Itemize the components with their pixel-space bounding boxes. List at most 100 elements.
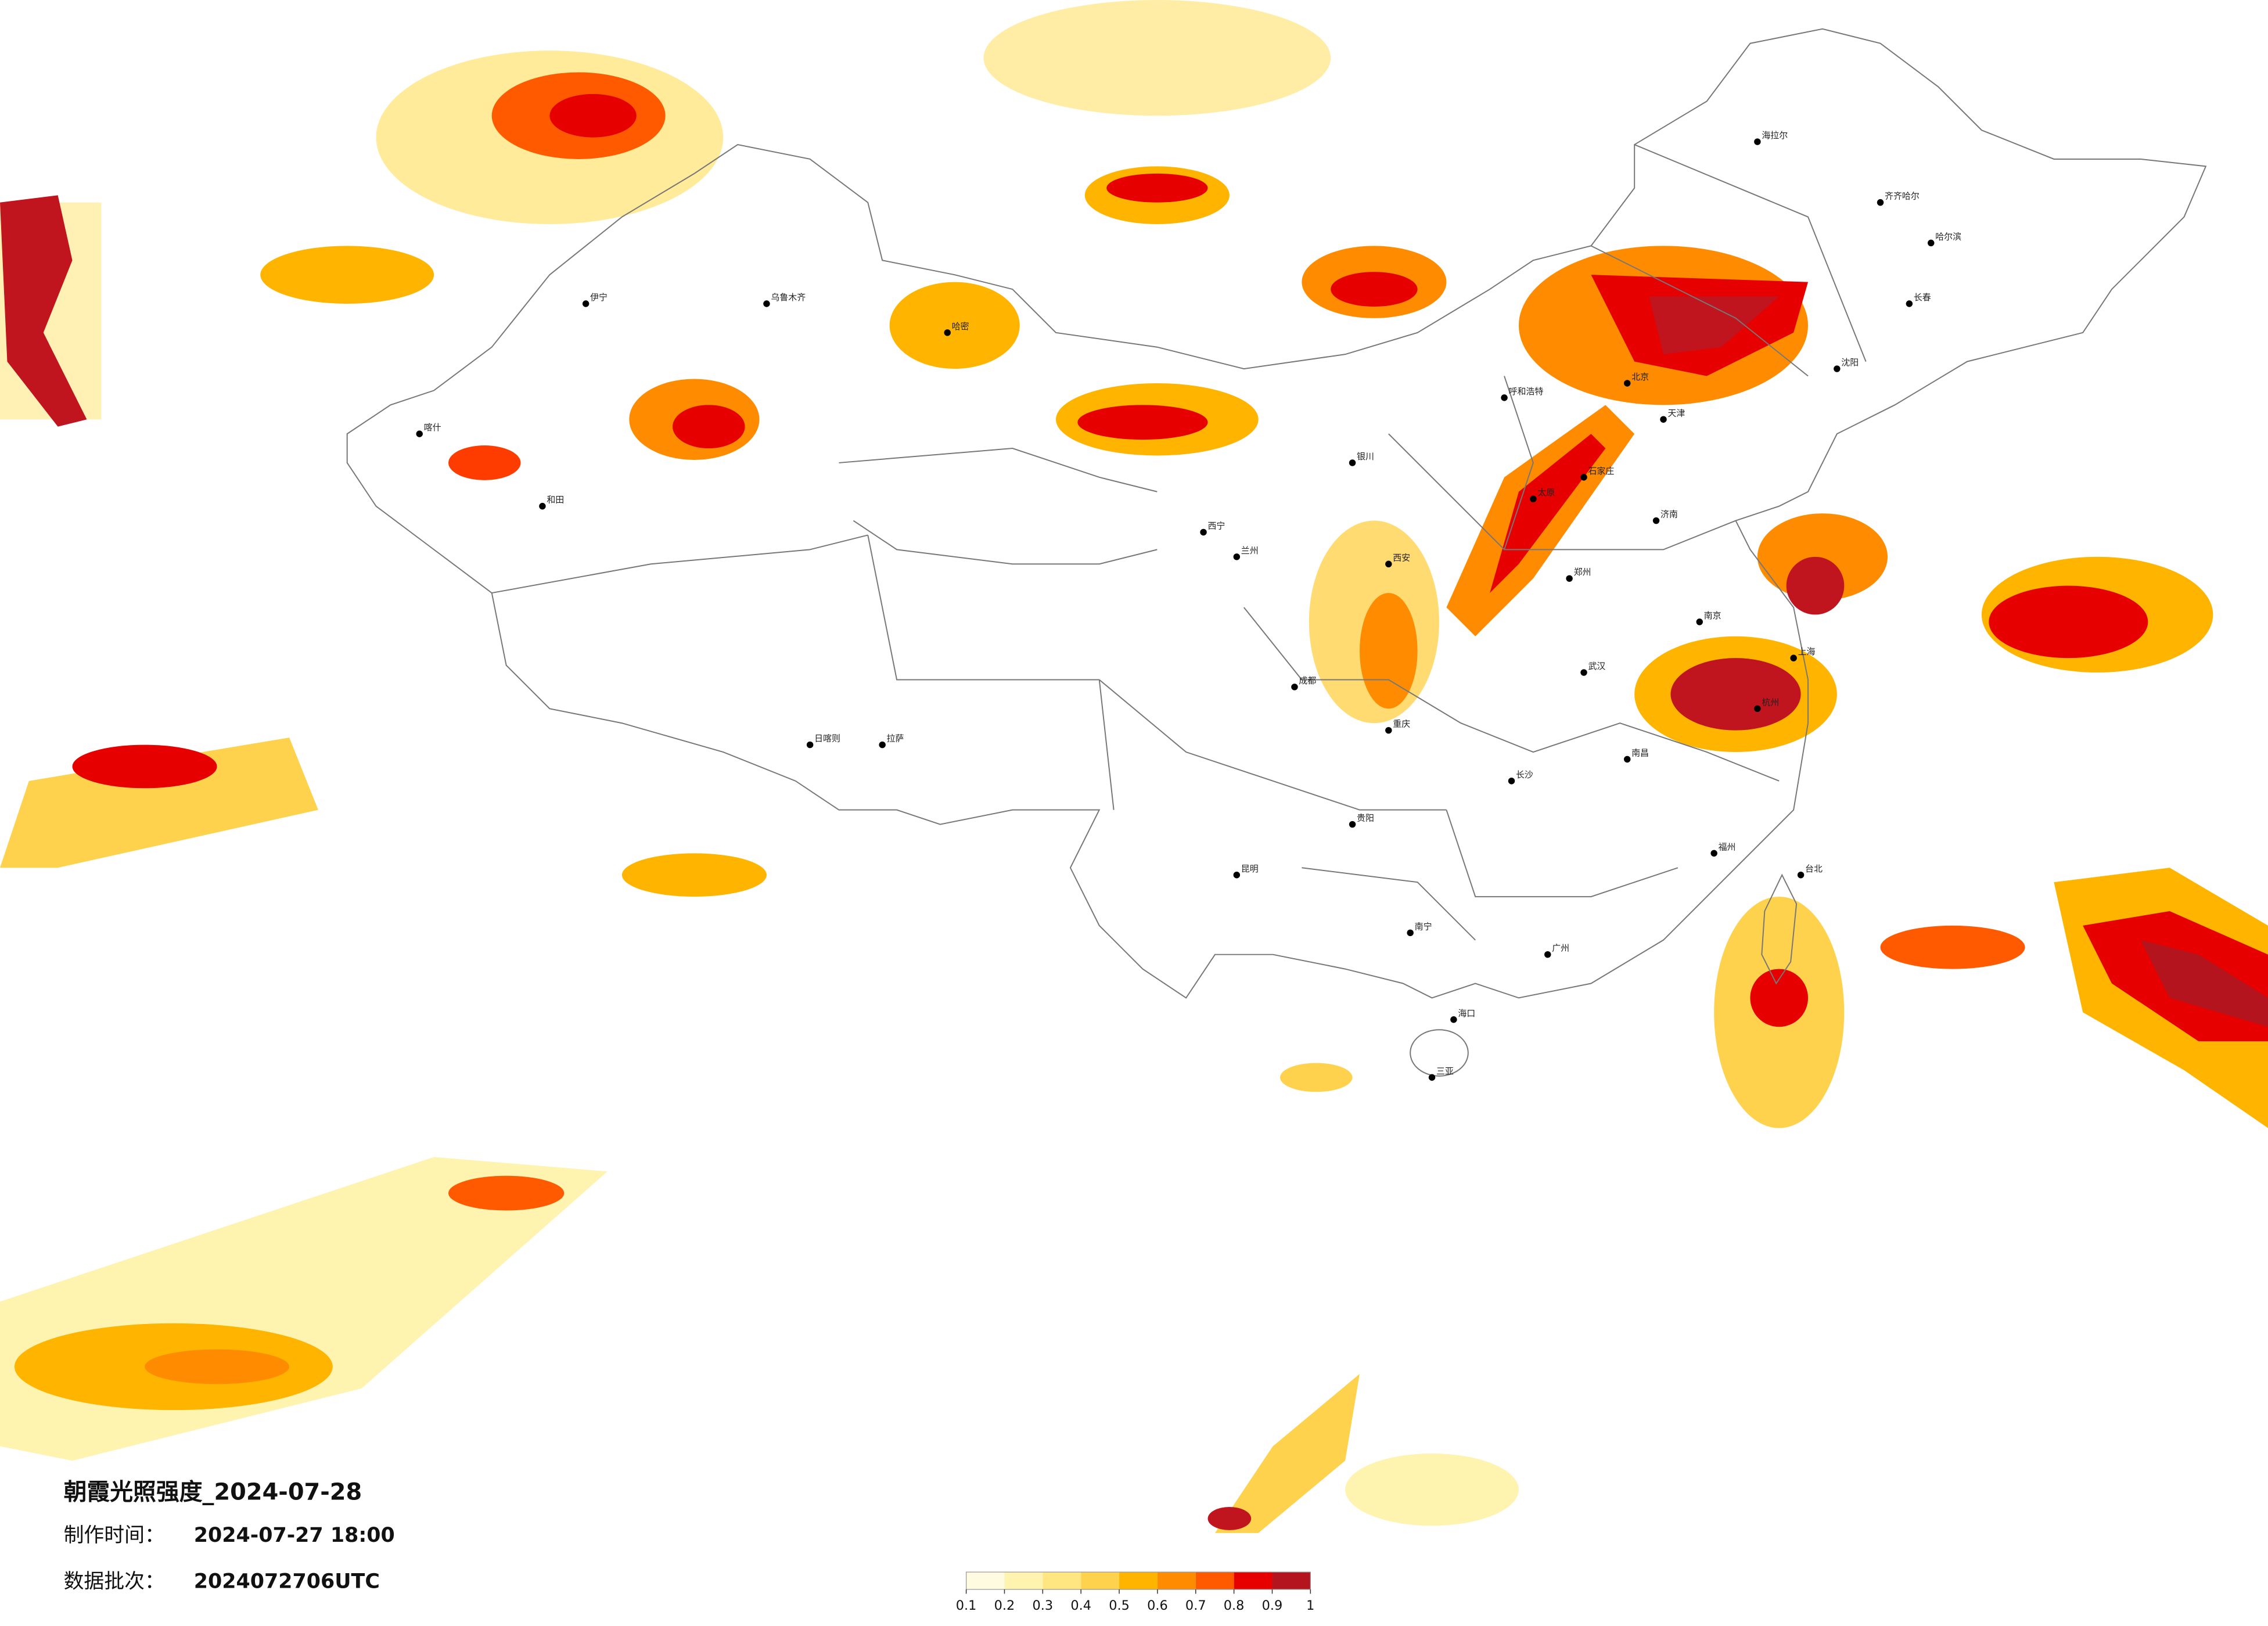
city-dot: [582, 300, 590, 307]
colorbar-tick-label: 0.1: [956, 1598, 977, 1613]
colorbar-swatch: [1043, 1572, 1081, 1589]
field-patch: [1490, 434, 1606, 593]
city-dot: [1508, 778, 1515, 785]
city-label: 石家庄: [1588, 466, 1614, 476]
city-label: 台北: [1805, 864, 1823, 874]
city-label: 沈阳: [1841, 357, 1859, 368]
colorbar-tick-label: 0.7: [1185, 1598, 1206, 1613]
colorbar-tick-label: 0.3: [1033, 1598, 1054, 1613]
colorbar-tick-label: 0.9: [1262, 1598, 1283, 1613]
colorbar-swatch: [1157, 1572, 1196, 1589]
city-dot: [1624, 380, 1631, 387]
field-patch: [983, 0, 1331, 116]
colorbar-tick-label: 0.2: [994, 1598, 1015, 1613]
city-dot: [1349, 459, 1356, 466]
city-dot: [1450, 1016, 1457, 1023]
field-patch: [448, 1175, 565, 1211]
colorbar-swatch: [1119, 1572, 1158, 1589]
city-dot: [1233, 871, 1241, 879]
city-label: 哈密: [952, 321, 969, 332]
batch-label: 数据批次：: [64, 1570, 165, 1593]
city-dot: [1928, 239, 1935, 247]
colorbar-swatch: [1234, 1572, 1273, 1589]
colorbar-frame: [965, 1571, 1311, 1590]
city-label: 海拉尔: [1762, 130, 1788, 141]
city-dot: [1834, 365, 1841, 372]
field-patch: [889, 282, 1020, 369]
field-patch: [0, 738, 318, 868]
intensity-field: [0, 0, 2268, 1533]
city-label: 西宁: [1208, 521, 1225, 531]
city-label: 兰州: [1241, 545, 1259, 556]
city-label: 海口: [1458, 1008, 1475, 1019]
city-label: 福州: [1719, 841, 1736, 852]
city-dot: [1349, 821, 1356, 828]
city-label: 银川: [1357, 451, 1374, 462]
colorbar-tick-label: 1: [1306, 1598, 1314, 1613]
field-patch: [1345, 1453, 1519, 1526]
city-label: 和田: [547, 495, 564, 505]
boundaries: [346, 28, 2207, 1077]
city-dot: [1200, 528, 1207, 536]
city-dot: [1877, 199, 1884, 206]
field-patch: [1649, 296, 1780, 355]
city-dot: [806, 741, 814, 749]
colorbar-swatch: [1081, 1572, 1120, 1589]
field-patch: [0, 195, 87, 427]
city-label: 南昌: [1631, 748, 1649, 758]
colorbar-tick-label: 0.6: [1147, 1598, 1168, 1613]
city-label: 南京: [1704, 610, 1721, 621]
made-time-value: 2024-07-27 18:00: [194, 1524, 395, 1547]
city-dot: [1797, 871, 1805, 879]
city-dot: [1790, 654, 1797, 661]
field-patch: [1106, 173, 1208, 203]
field-patch: [673, 405, 745, 449]
city-dot: [1696, 618, 1703, 625]
field-patch: [145, 1349, 290, 1384]
city-label: 伊宁: [590, 292, 608, 303]
taiwan-outline: [1761, 873, 1798, 985]
city-label: 杭州: [1762, 697, 1779, 707]
hainan-outline: [1410, 1029, 1469, 1077]
city-dot: [1580, 669, 1587, 676]
city-dot: [1501, 394, 1508, 401]
city-dot: [1754, 138, 1761, 145]
city-dot: [1385, 560, 1392, 567]
field-patch: [2140, 940, 2268, 1027]
field-patch: [1750, 969, 1809, 1027]
colorbar-tick-label: 0.8: [1224, 1598, 1245, 1613]
field-patch: [1280, 1063, 1353, 1092]
field-patch: [1670, 658, 1801, 731]
field-patch: [1207, 1507, 1252, 1530]
city-label: 南宁: [1415, 921, 1432, 931]
city-dot: [763, 300, 770, 307]
city-label: 北京: [1631, 372, 1649, 382]
city-label: 贵阳: [1357, 813, 1374, 823]
city-dot: [1544, 951, 1551, 958]
city-dot: [1407, 929, 1414, 937]
city-label: 天津: [1667, 408, 1685, 418]
field-patch: [260, 246, 434, 304]
city-dot: [1580, 474, 1587, 481]
colorbar: 0.1 0.2 0.3 0.4 0.5 0.6 0.7 0.8 0.9 1: [956, 1571, 1314, 1613]
batch-value: 2024072706UTC: [194, 1570, 380, 1593]
city-dot: [1385, 726, 1392, 734]
city-dot: [1566, 575, 1573, 582]
colorbar-tick-label: 0.5: [1109, 1598, 1130, 1613]
city-dot: [1710, 850, 1717, 857]
field-patch: [1786, 556, 1845, 615]
city-dot: [416, 430, 423, 437]
city-label: 济南: [1660, 509, 1678, 520]
field-patch: [1214, 1373, 1360, 1533]
city-label: 齐齐哈尔: [1885, 191, 1920, 202]
made-time-label: 制作时间：: [64, 1524, 165, 1547]
city-dot: [1428, 1074, 1436, 1081]
city-label: 太原: [1537, 487, 1555, 498]
city-label: 长沙: [1516, 769, 1533, 780]
city-label: 广州: [1552, 943, 1569, 954]
field-patch: [1331, 272, 1418, 307]
city-label: 拉萨: [887, 733, 904, 744]
city-dot: [1660, 416, 1667, 423]
